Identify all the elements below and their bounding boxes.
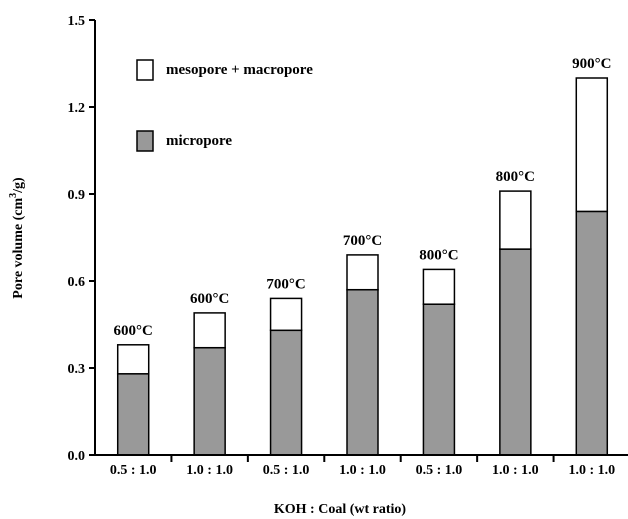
x-tick-label: 1.0 : 1.0	[339, 463, 386, 478]
bar-micropore	[422, 303, 456, 456]
bar-micropore	[269, 329, 303, 456]
x-tick-label: 1.0 : 1.0	[492, 463, 539, 478]
temperature-label: 700°C	[266, 276, 305, 292]
axes	[94, 20, 628, 456]
y-tick-label: 1.2	[68, 101, 86, 116]
bar-mesopore-macropore	[269, 297, 303, 332]
y-axis-title: Pore volume (cm3/g)	[8, 177, 26, 299]
bar-mesopore-macropore	[193, 312, 226, 349]
y-tick-label: 0.9	[68, 188, 86, 203]
x-ticks: 0.5 : 1.0 1.0 : 1.0 0.5 : 1.0 1.0 : 1.0 0.5 …	[110, 455, 615, 478]
x-axis-title: KOH : Coal (wt ratio)	[274, 502, 407, 517]
x-tick-label: 1.0 : 1.0	[568, 463, 615, 478]
bar-micropore	[499, 248, 532, 456]
temperature-label: 800°C	[419, 247, 458, 263]
temperature-label: 600°C	[114, 323, 153, 339]
legend-swatch-micropore	[136, 130, 154, 152]
bar-mesopore-macropore	[422, 268, 456, 305]
bar-mesopore-macropore	[499, 190, 532, 250]
bar-micropore	[575, 210, 609, 456]
legend-label-micropore: micropore	[166, 133, 232, 149]
bar-mesopore-macropore	[346, 254, 379, 291]
bar-mesopore-macropore	[116, 344, 150, 375]
temperature-label: 900°C	[572, 56, 611, 72]
y-tick-label: 0.0	[68, 449, 86, 464]
x-tick-label: 0.5 : 1.0	[416, 463, 463, 478]
y-tick-label: 1.5	[68, 14, 86, 29]
bar-mesopore-macropore	[575, 77, 609, 213]
temperature-label: 700°C	[343, 233, 382, 249]
x-tick-label: 1.0 : 1.0	[186, 463, 233, 478]
legend-label-mesopore: mesopore + macropore	[166, 62, 313, 78]
bar-micropore	[193, 346, 226, 456]
y-ticks: 0.0 0.3 0.6 0.9 1.2 1.5	[68, 14, 95, 464]
legend-swatch-mesopore	[136, 59, 154, 81]
legend: mesopore + macropore micropore	[136, 59, 313, 152]
y-tick-label: 0.6	[68, 275, 86, 290]
x-tick-label: 0.5 : 1.0	[263, 463, 310, 478]
temperature-label: 800°C	[496, 169, 535, 185]
x-tick-label: 0.5 : 1.0	[110, 463, 157, 478]
bar-micropore	[116, 373, 150, 456]
temperature-labels: 600°C 600°C 700°C 700°C 800°C 800°C 900°C	[114, 56, 612, 339]
y-tick-label: 0.3	[68, 362, 86, 377]
temperature-label: 600°C	[190, 291, 229, 307]
bar-micropore	[346, 288, 379, 456]
